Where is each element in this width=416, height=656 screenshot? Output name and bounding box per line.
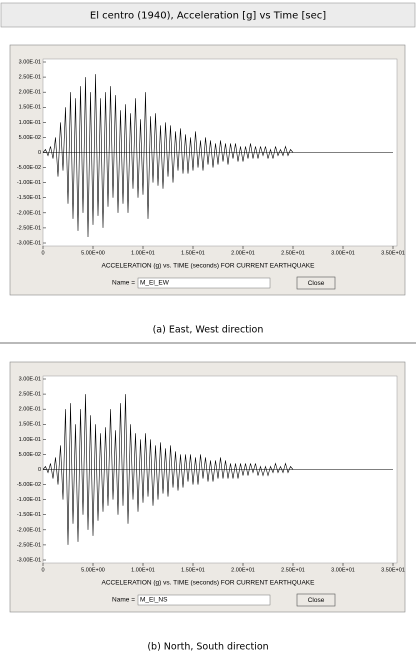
y-tick-label: 2.50E-01 xyxy=(19,392,41,398)
x-tick-label: 3.00E+01 xyxy=(331,250,355,256)
x-tick-label: 0 xyxy=(41,567,44,573)
y-tick-label: -1.50E-01 xyxy=(17,195,41,201)
figure-title: El centro (1940), Acceleration [g] vs Ti… xyxy=(90,11,326,22)
x-tick-label: 5.00E+00 xyxy=(81,567,105,573)
x-tick-label: 0 xyxy=(41,250,44,256)
accel-line xyxy=(42,394,294,545)
name-label: Name = xyxy=(112,597,135,604)
x-tick-label: 2.50E+01 xyxy=(281,567,305,573)
x-tick-label: 3.50E+01 xyxy=(381,250,405,256)
x-tick-label: 1.00E+01 xyxy=(131,250,155,256)
name-label: Name = xyxy=(112,280,135,287)
x-tick-label: 5.00E+00 xyxy=(81,250,105,256)
y-tick-label: -2.50E-01 xyxy=(17,225,41,231)
x-tick-label: 2.00E+01 xyxy=(231,250,255,256)
y-tick-label: -1.00E-01 xyxy=(17,180,41,186)
y-tick-label: 1.00E-01 xyxy=(19,120,41,126)
y-tick-label: 5.00E-02 xyxy=(19,135,41,141)
y-tick-label: 1.00E-01 xyxy=(19,437,41,443)
y-tick-label: -3.00E-01 xyxy=(17,557,41,563)
name-value: M_El_EW xyxy=(140,280,170,287)
y-tick-label: 1.50E-01 xyxy=(19,422,41,428)
caption: (b) North, South direction xyxy=(147,642,268,653)
y-tick-label: 5.00E-02 xyxy=(19,452,41,458)
x-tick-label: 2.00E+01 xyxy=(231,567,255,573)
accel-line xyxy=(42,74,294,237)
y-tick-label: -5.00E-02 xyxy=(17,482,41,488)
x-axis-label: ACCELERATION (g) vs. TIME (seconds) FOR … xyxy=(102,580,316,587)
y-tick-label: 2.00E-01 xyxy=(19,90,41,96)
y-tick-label: -2.00E-01 xyxy=(17,210,41,216)
y-tick-label: 3.00E-01 xyxy=(19,376,41,382)
title-band xyxy=(0,2,416,28)
y-tick-label: 1.50E-01 xyxy=(19,105,41,111)
y-tick-label: 2.00E-01 xyxy=(19,407,41,413)
y-tick-label: -1.00E-01 xyxy=(17,497,41,503)
caption: (a) East, West direction xyxy=(153,325,264,336)
x-tick-label: 3.00E+01 xyxy=(331,567,355,573)
x-tick-label: 1.00E+01 xyxy=(131,567,155,573)
x-tick-label: 2.50E+01 xyxy=(281,250,305,256)
y-tick-label: -2.00E-01 xyxy=(17,527,41,533)
x-tick-label: 3.50E+01 xyxy=(381,567,405,573)
y-tick-label: -1.50E-01 xyxy=(17,512,41,518)
y-tick-label: 0 xyxy=(38,150,41,156)
close-button[interactable] xyxy=(296,593,336,607)
y-tick-label: -2.50E-01 xyxy=(17,542,41,548)
x-tick-label: 1.50E+01 xyxy=(181,250,205,256)
close-button[interactable] xyxy=(296,276,336,290)
close-label[interactable]: Close xyxy=(308,280,325,287)
close-label[interactable]: Close xyxy=(308,597,325,604)
x-axis-label: ACCELERATION (g) vs. TIME (seconds) FOR … xyxy=(102,263,316,270)
x-tick-label: 1.50E+01 xyxy=(181,567,205,573)
name-value: M_El_NS xyxy=(140,597,168,604)
y-tick-label: 3.00E-01 xyxy=(19,59,41,65)
name-field[interactable] xyxy=(137,277,271,289)
y-tick-label: -5.00E-02 xyxy=(17,165,41,171)
name-field[interactable] xyxy=(137,594,271,606)
y-tick-label: -3.00E-01 xyxy=(17,240,41,246)
y-tick-label: 0 xyxy=(38,467,41,473)
y-tick-label: 2.50E-01 xyxy=(19,75,41,81)
